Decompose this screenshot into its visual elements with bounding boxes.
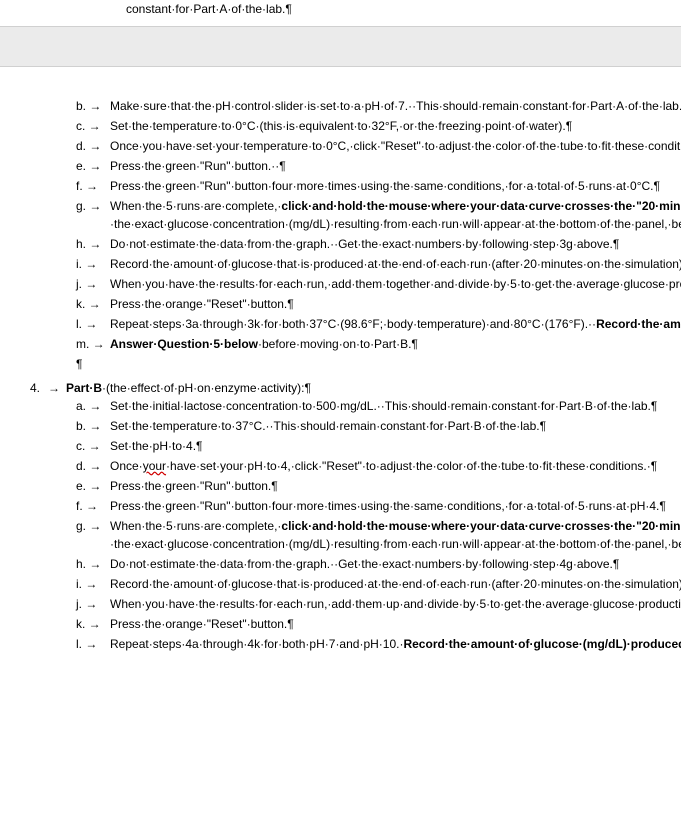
list-item: h. →Do·not·estimate·the·data·from·the·gr… xyxy=(76,555,651,573)
item-content: When·you·have·the·results·for·each·run,·… xyxy=(110,275,681,293)
list-item: d. →Once·your·have·set·your·pH·to·4,·cli… xyxy=(76,457,651,475)
list-item: e. →Press·the·green·"Run"·button.¶ xyxy=(76,477,651,495)
item-letter: d. → xyxy=(76,137,110,155)
item-content: Record·the·amount·of·glucose·that·is·pro… xyxy=(110,255,681,273)
paragraph-mark: ¶ xyxy=(76,357,82,371)
list-item: g. →When·the·5·runs·are·complete,·click·… xyxy=(76,517,651,553)
list-item: l. →Repeat·steps·3a·through·3k·for·both·… xyxy=(76,315,651,333)
item-letter: f. → xyxy=(76,177,110,195)
item-letter: i. → xyxy=(76,255,110,273)
list-item: e. →Press·the·green·"Run"·button.··¶ xyxy=(76,157,651,175)
item-content: Set·the·temperature·to·37°C.··This·shoul… xyxy=(110,417,651,435)
item-content: Record·the·amount·of·glucose·that·is·pro… xyxy=(110,575,681,593)
item-letter: h. → xyxy=(76,235,110,253)
item-letter: f. → xyxy=(76,497,110,515)
item-content: Set·the·pH·to·4.¶ xyxy=(110,437,651,455)
item-content: When·you·have·the·results·for·each·run,·… xyxy=(110,595,681,613)
list-item: k. →Press·the·orange·"Reset"·button.¶ xyxy=(76,295,651,313)
item-content: Make·sure·that·the·pH·control·slider·is·… xyxy=(110,97,681,115)
item-content: Set·the·initial·lactose·concentration·to… xyxy=(110,397,657,415)
list-item: j. →When·you·have·the·results·for·each·r… xyxy=(76,595,651,613)
item-letter: c. → xyxy=(76,437,110,455)
list-item: k. →Press·the·orange·"Reset"·button.¶ xyxy=(76,615,651,633)
item-letter: g. → xyxy=(76,197,110,233)
list-item: d. →Once·you·have·set·your·temperature·t… xyxy=(76,137,651,155)
list-item: i. →Record·the·amount·of·glucose·that·is… xyxy=(76,255,651,273)
part-b-list: a. →Set·the·initial·lactose·concentratio… xyxy=(30,397,651,653)
item-letter: a. → xyxy=(76,397,110,415)
item-letter: j. → xyxy=(76,595,110,613)
section-4-heading: 4. → Part·B·(the·effect·of·pH·on·enzyme·… xyxy=(30,379,651,397)
page-gap xyxy=(0,27,681,67)
list-item: c. →Set·the·temperature·to·0°C·(this·is·… xyxy=(76,117,651,135)
item-content: Repeat·steps·4a·through·4k·for·both·pH·7… xyxy=(110,635,681,653)
item-content: Once·you·have·set·your·temperature·to·0°… xyxy=(110,137,681,155)
item-content: Press·the·orange·"Reset"·button.¶ xyxy=(110,615,651,633)
item-content: Answer·Question·5·below·before·moving·on… xyxy=(110,335,651,353)
item-content: Do·not·estimate·the·data·from·the·graph.… xyxy=(110,555,651,573)
list-item: f. →Press·the·green·"Run"·button·four·mo… xyxy=(76,177,651,195)
item-content: Once·your·have·set·your·pH·to·4,·click·"… xyxy=(110,457,657,475)
section-title: Part·B·(the·effect·of·pH·on·enzyme·activ… xyxy=(66,379,651,397)
item-letter: j. → xyxy=(76,275,110,293)
item-content: Set·the·temperature·to·0°C·(this·is·equi… xyxy=(110,117,651,135)
item-letter: m. → xyxy=(76,335,110,353)
part-a-list: b. →Make·sure·that·the·pH·control·slider… xyxy=(30,97,651,353)
item-content: Press·the·green·"Run"·button.¶ xyxy=(110,477,651,495)
item-content: When·the·5·runs·are·complete,·click·and·… xyxy=(110,197,681,233)
list-item: j. →When·you·have·the·results·for·each·r… xyxy=(76,275,651,293)
item-letter: e. → xyxy=(76,157,110,175)
item-content: When·the·5·runs·are·complete,·click·and·… xyxy=(110,517,681,553)
arrow-glyph: → xyxy=(48,379,60,397)
item-content: Press·the·orange·"Reset"·button.¶ xyxy=(110,295,651,313)
item-content: Repeat·steps·3a·through·3k·for·both·37°C… xyxy=(110,315,681,333)
item-letter: d. → xyxy=(76,457,110,475)
item-content: Press·the·green·"Run"·button·four·more·t… xyxy=(110,497,666,515)
item-content: Press·the·green·"Run"·button·four·more·t… xyxy=(110,177,660,195)
item-letter: g. → xyxy=(76,517,110,553)
list-item: m. →Answer·Question·5·below·before·movin… xyxy=(76,335,651,353)
top-fragment: constant·for·Part·A·of·the·lab.¶ xyxy=(0,0,681,27)
list-item: i. →Record·the·amount·of·glucose·that·is… xyxy=(76,575,651,593)
list-item: g. →When·the·5·runs·are·complete,·click·… xyxy=(76,197,651,233)
item-letter: b. → xyxy=(76,417,110,435)
item-content: Press·the·green·"Run"·button.··¶ xyxy=(110,157,651,175)
list-item: b. →Set·the·temperature·to·37°C.··This·s… xyxy=(76,417,651,435)
item-letter: l. → xyxy=(76,315,110,333)
list-item: f. →Press·the·green·"Run"·button·four·mo… xyxy=(76,497,651,515)
blank-paragraph: ¶ xyxy=(30,355,651,373)
list-item: h. →Do·not·estimate·the·data·from·the·gr… xyxy=(76,235,651,253)
item-letter: i. → xyxy=(76,575,110,593)
top-fragment-text: constant·for·Part·A·of·the·lab.¶ xyxy=(126,2,292,16)
item-letter: e. → xyxy=(76,477,110,495)
list-item: a. →Set·the·initial·lactose·concentratio… xyxy=(76,397,651,415)
item-letter: k. → xyxy=(76,615,110,633)
item-content: Do·not·estimate·the·data·from·the·graph.… xyxy=(110,235,651,253)
list-item: b. →Make·sure·that·the·pH·control·slider… xyxy=(76,97,651,115)
item-letter: h. → xyxy=(76,555,110,573)
item-letter: k. → xyxy=(76,295,110,313)
item-letter: l. → xyxy=(76,635,110,653)
list-item: c. →Set·the·pH·to·4.¶ xyxy=(76,437,651,455)
page-body: b. →Make·sure·that·the·pH·control·slider… xyxy=(0,67,681,653)
list-item: l. →Repeat·steps·4a·through·4k·for·both·… xyxy=(76,635,651,653)
item-letter: b. → xyxy=(76,97,110,115)
item-letter: c. → xyxy=(76,117,110,135)
